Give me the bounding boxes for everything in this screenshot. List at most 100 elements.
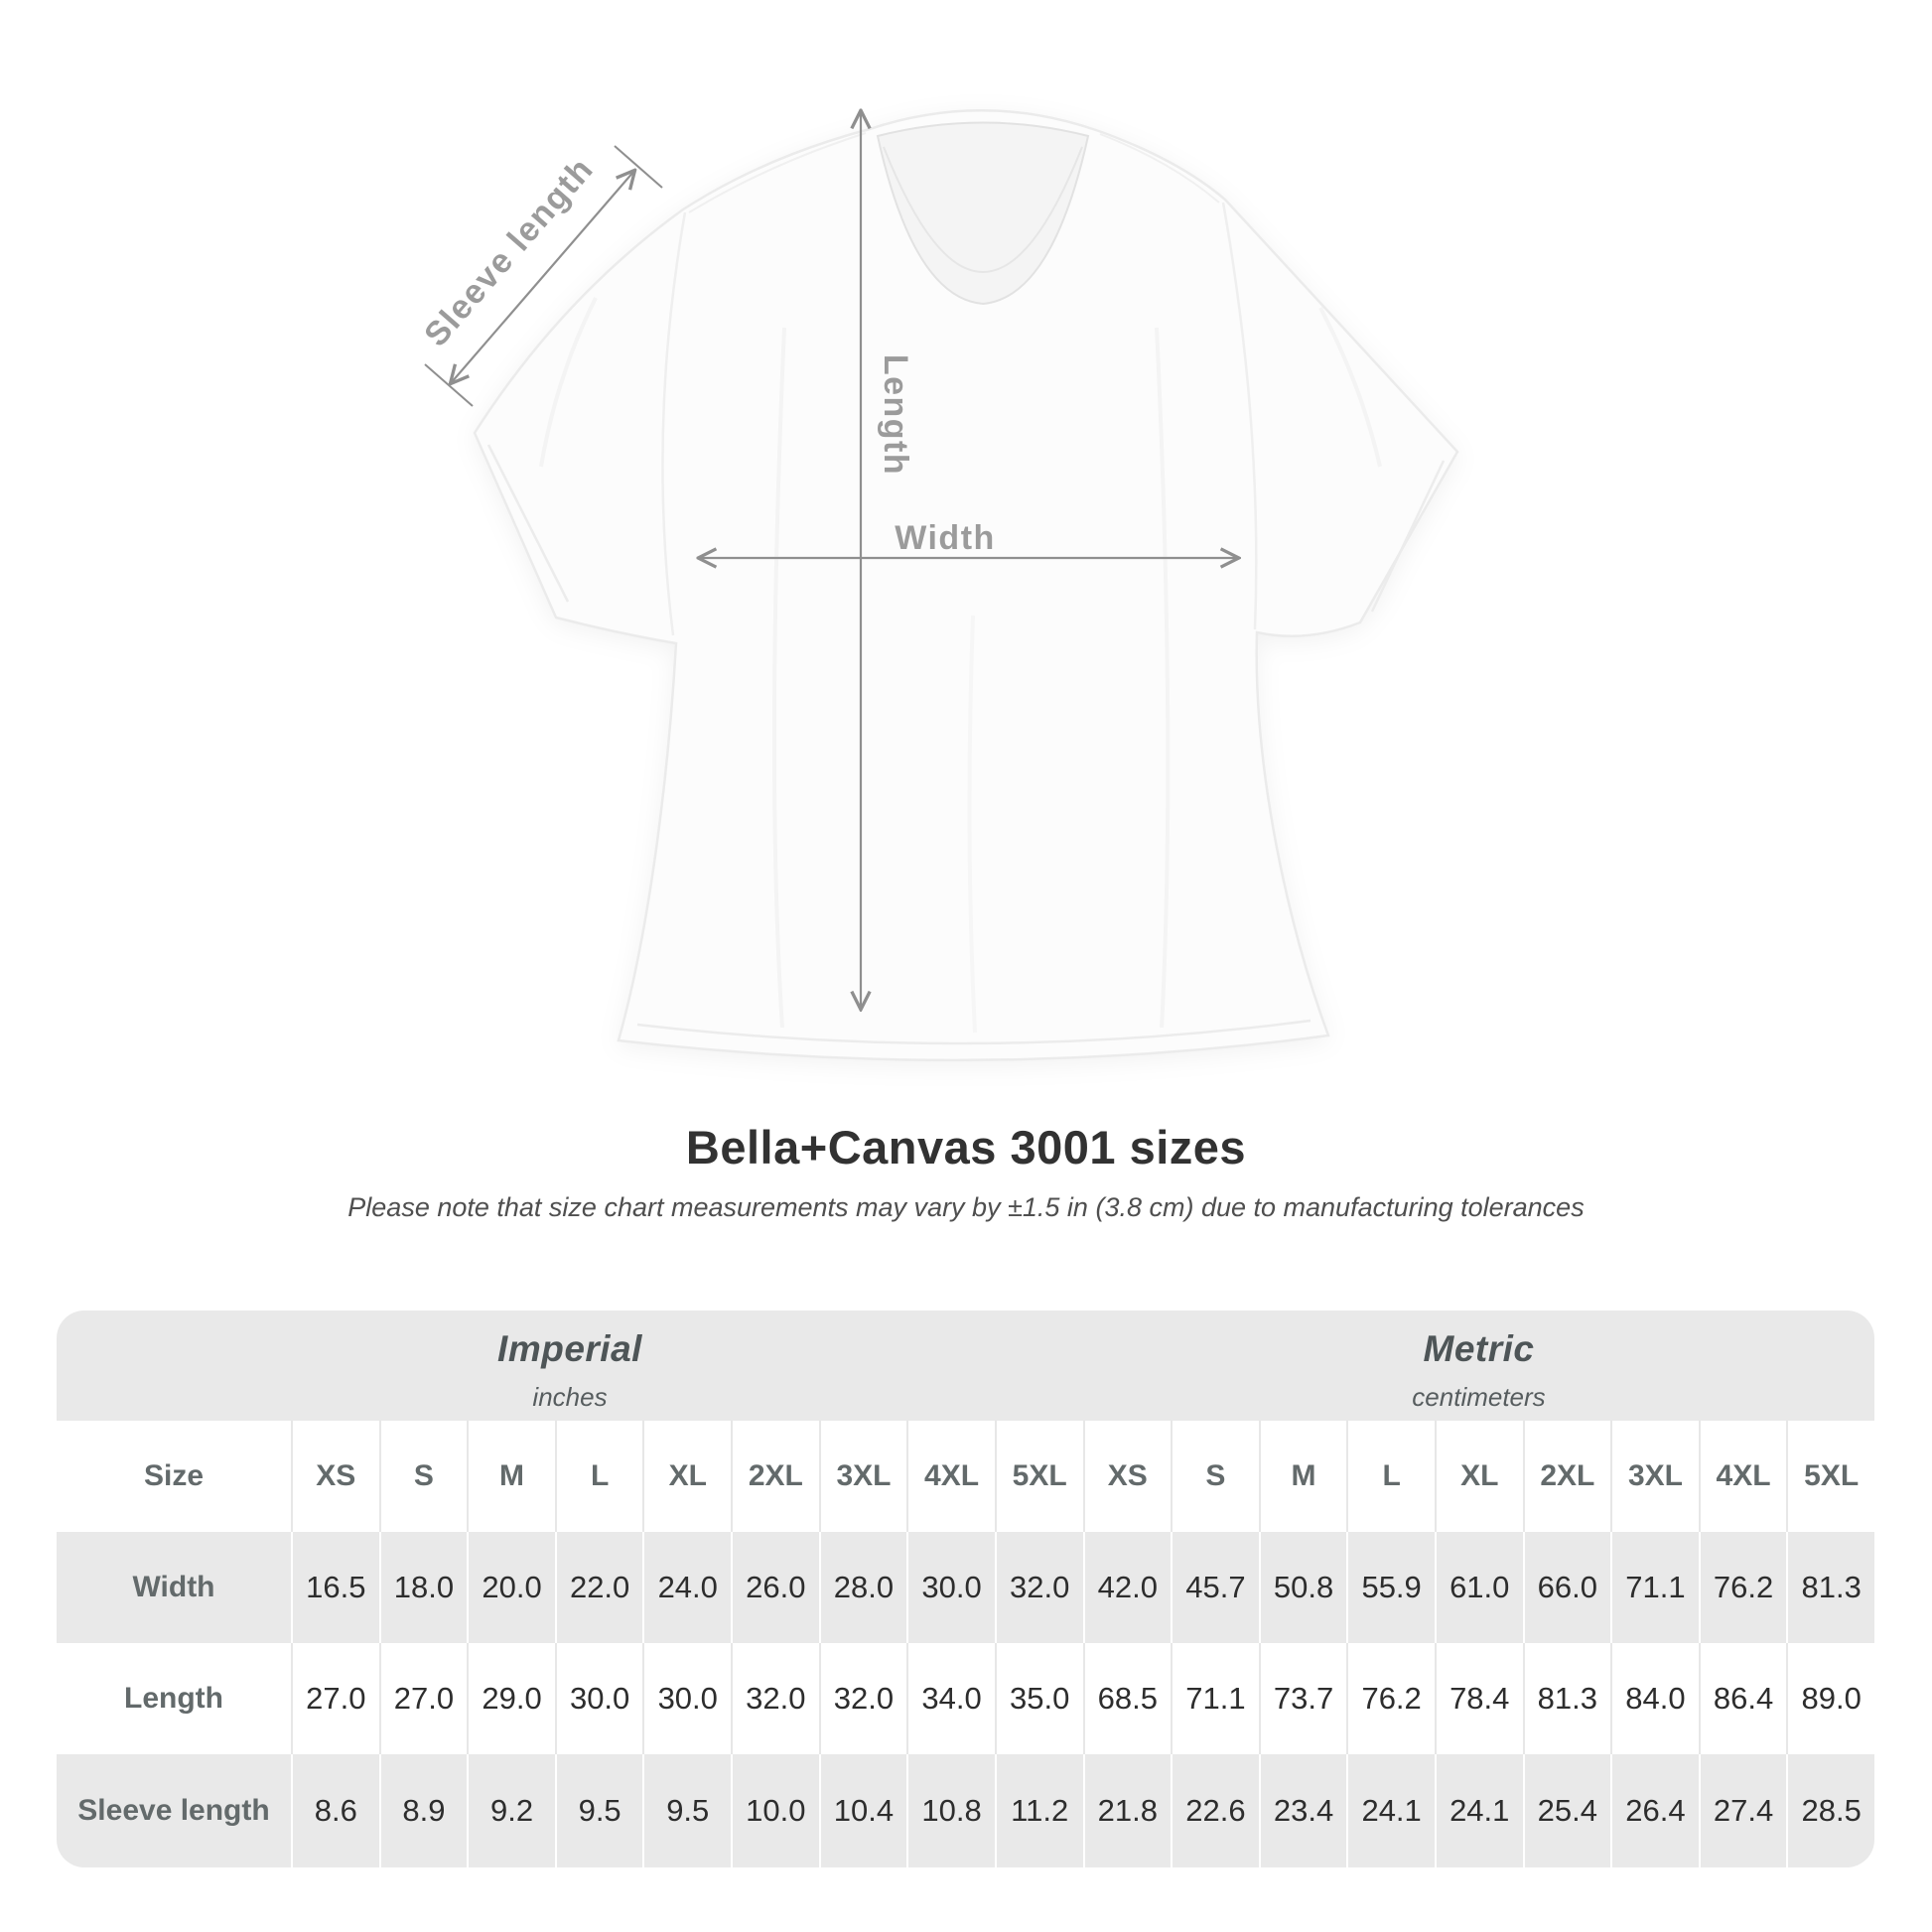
value-cell: 28.0 (818, 1532, 907, 1643)
table-row: Length 27.0 27.0 29.0 30.0 30.0 32.0 32.0 34.0 35… (57, 1643, 1874, 1754)
table-row: Sleeve length 8.6 8.9 9.2 9.5 9.5 10.0 10.4 10.8… (57, 1754, 1874, 1867)
sleeve-end-tick (424, 363, 474, 407)
value-cell: 84.0 (1610, 1643, 1699, 1754)
table-rows: Size XS S M L XL 2XL 3XL 4XL 5XL XS S M L XL 2XL 3XL 4XL 5… (57, 1421, 1874, 1867)
size-header-row: Size XS S M L XL 2XL 3XL 4XL 5XL XS S M L XL 2XL 3XL 4XL 5… (57, 1421, 1874, 1532)
value-cell: 23.4 (1258, 1754, 1347, 1867)
value-cell: 26.0 (731, 1532, 819, 1643)
value-cell: 81.3 (1786, 1532, 1874, 1643)
value-cell: 21.8 (1082, 1754, 1172, 1867)
size-header: L (1346, 1421, 1435, 1532)
value-cell: 22.0 (554, 1532, 643, 1643)
metric-label: Metric (1423, 1328, 1535, 1369)
size-header: L (554, 1421, 643, 1532)
value-cell: 78.4 (1434, 1643, 1523, 1754)
size-header: 3XL (818, 1421, 907, 1532)
value-cell: 9.5 (642, 1754, 731, 1867)
size-header: 3XL (1610, 1421, 1699, 1532)
value-cell: 27.4 (1698, 1754, 1787, 1867)
value-cell: 8.9 (378, 1754, 468, 1867)
size-header: XL (642, 1421, 731, 1532)
metric-group-header: Metric centimeters (1083, 1311, 1874, 1421)
size-header: XS (291, 1421, 379, 1532)
value-cell: 27.0 (378, 1643, 468, 1754)
value-cell: 81.3 (1522, 1643, 1611, 1754)
value-cell: 27.0 (291, 1643, 379, 1754)
value-cell: 28.5 (1786, 1754, 1874, 1867)
value-cell: 9.2 (467, 1754, 555, 1867)
size-header: 4XL (1698, 1421, 1787, 1532)
value-cell: 61.0 (1434, 1532, 1523, 1643)
size-header: M (1258, 1421, 1347, 1532)
value-cell: 71.1 (1610, 1532, 1699, 1643)
value-cell: 76.2 (1698, 1532, 1787, 1643)
page-title: Bella+Canvas 3001 sizes (685, 1121, 1247, 1173)
tolerance-note: Please note that size chart measurements… (347, 1192, 1585, 1222)
imperial-group-header: Imperial inches (57, 1311, 1083, 1421)
value-cell: 10.0 (731, 1754, 819, 1867)
value-cell: 24.0 (642, 1532, 731, 1643)
title-block: Bella+Canvas 3001 sizes Please note that… (0, 1120, 1932, 1223)
value-cell: 32.0 (994, 1532, 1083, 1643)
size-header: 4XL (906, 1421, 995, 1532)
sleeve-end-tick (614, 145, 663, 189)
tshirt-shape (473, 109, 1459, 1062)
value-cell: 8.6 (291, 1754, 379, 1867)
collar (876, 121, 1090, 306)
size-header: S (378, 1421, 468, 1532)
value-cell: 24.1 (1434, 1754, 1523, 1867)
size-header: 5XL (1786, 1421, 1874, 1532)
size-header: M (467, 1421, 555, 1532)
table-row: Width 16.5 18.0 20.0 22.0 24.0 26.0 28.0 30.0 32.… (57, 1532, 1874, 1643)
value-cell: 20.0 (467, 1532, 555, 1643)
value-cell: 29.0 (467, 1643, 555, 1754)
size-corner-label: Size (143, 1459, 205, 1492)
value-cell: 22.6 (1171, 1754, 1259, 1867)
size-header: 2XL (1522, 1421, 1611, 1532)
value-cell: 30.0 (554, 1643, 643, 1754)
value-cell: 55.9 (1346, 1532, 1435, 1643)
unit-header-band: Imperial inches Metric centimeters (57, 1311, 1874, 1421)
value-cell: 73.7 (1258, 1643, 1347, 1754)
value-cell: 9.5 (554, 1754, 643, 1867)
value-cell: 24.1 (1346, 1754, 1435, 1867)
value-cell: 66.0 (1522, 1532, 1611, 1643)
value-cell: 89.0 (1786, 1643, 1874, 1754)
value-cell: 76.2 (1346, 1643, 1435, 1754)
value-cell: 68.5 (1082, 1643, 1172, 1754)
length-label: Length (877, 354, 914, 476)
value-cell: 26.4 (1610, 1754, 1699, 1867)
inches-label: inches (532, 1382, 608, 1412)
value-cell: 35.0 (994, 1643, 1083, 1754)
imperial-label: Imperial (497, 1328, 642, 1369)
value-cell: 50.8 (1258, 1532, 1347, 1643)
size-header: XS (1082, 1421, 1172, 1532)
value-cell: 25.4 (1522, 1754, 1611, 1867)
value-cell: 34.0 (906, 1643, 995, 1754)
value-cell: 32.0 (731, 1643, 819, 1754)
size-header: 2XL (731, 1421, 819, 1532)
value-cell: 32.0 (818, 1643, 907, 1754)
size-header: 5XL (994, 1421, 1083, 1532)
value-cell: 71.1 (1171, 1643, 1259, 1754)
size-header: S (1171, 1421, 1259, 1532)
value-cell: 16.5 (291, 1532, 379, 1643)
tshirt-diagram: Sleeve length Length Width (417, 0, 1459, 1062)
value-cell: 11.2 (994, 1754, 1083, 1867)
centimeters-label: centimeters (1412, 1382, 1546, 1412)
row-label: Sleeve length (77, 1794, 270, 1827)
row-label: Width (132, 1571, 215, 1603)
measurement-annotations (424, 111, 1238, 1009)
size-header: XL (1434, 1421, 1523, 1532)
value-cell: 30.0 (642, 1643, 731, 1754)
value-cell: 42.0 (1082, 1532, 1172, 1643)
row-label: Length (124, 1682, 223, 1715)
width-label: Width (895, 519, 996, 557)
value-cell: 10.8 (906, 1754, 995, 1867)
value-cell: 30.0 (906, 1532, 995, 1643)
value-cell: 86.4 (1698, 1643, 1787, 1754)
value-cell: 10.4 (818, 1754, 907, 1867)
size-table: Imperial inches Metric centimeters Size X… (57, 1311, 1874, 1867)
value-cell: 45.7 (1171, 1532, 1259, 1643)
